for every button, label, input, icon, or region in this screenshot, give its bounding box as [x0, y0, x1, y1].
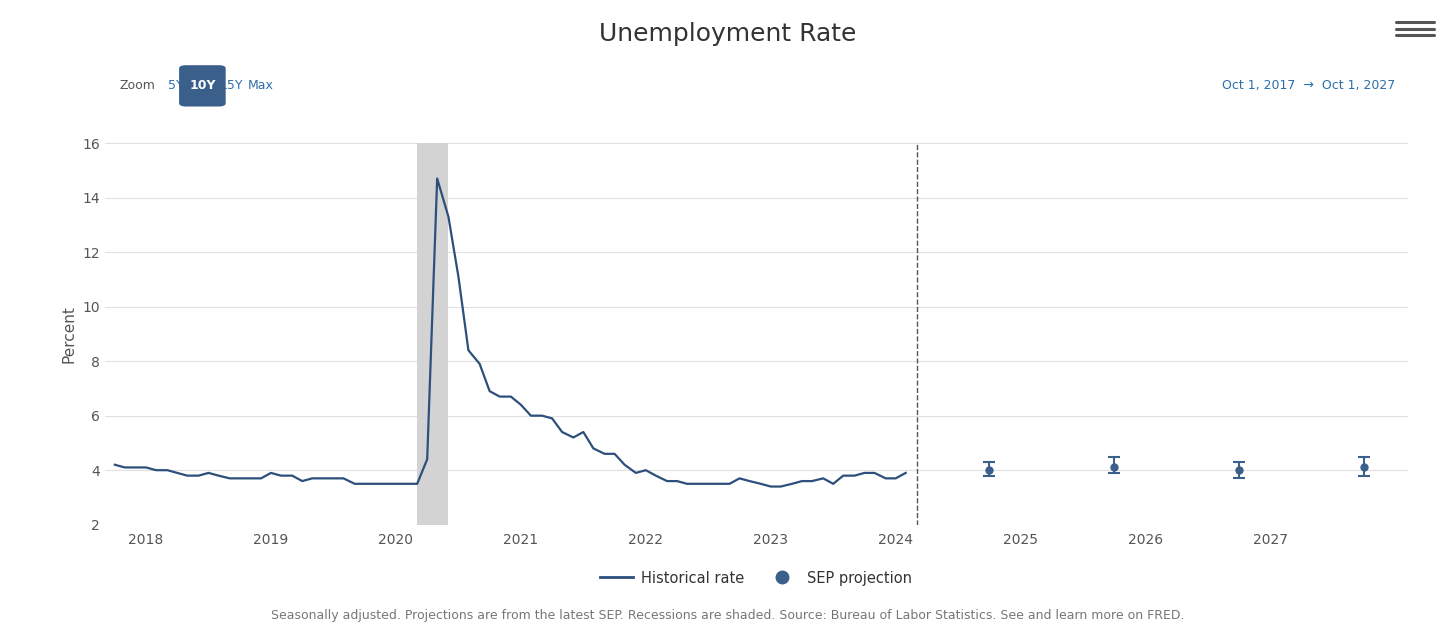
Text: 10Y: 10Y — [189, 80, 215, 92]
Text: Seasonally adjusted. Projections are from the latest SEP. Recessions are shaded.: Seasonally adjusted. Projections are fro… — [271, 609, 1185, 622]
Legend: Historical rate, SEP projection: Historical rate, SEP projection — [594, 565, 919, 592]
Text: Unemployment Rate: Unemployment Rate — [600, 22, 856, 46]
Y-axis label: Percent: Percent — [61, 305, 77, 363]
Text: Zoom: Zoom — [119, 80, 156, 92]
Text: Max: Max — [248, 80, 274, 92]
Text: 5Y: 5Y — [169, 80, 183, 92]
Text: Oct 1, 2017  →  Oct 1, 2027: Oct 1, 2017 → Oct 1, 2027 — [1222, 80, 1395, 92]
Text: 15Y: 15Y — [220, 80, 243, 92]
Bar — [418, 143, 448, 525]
